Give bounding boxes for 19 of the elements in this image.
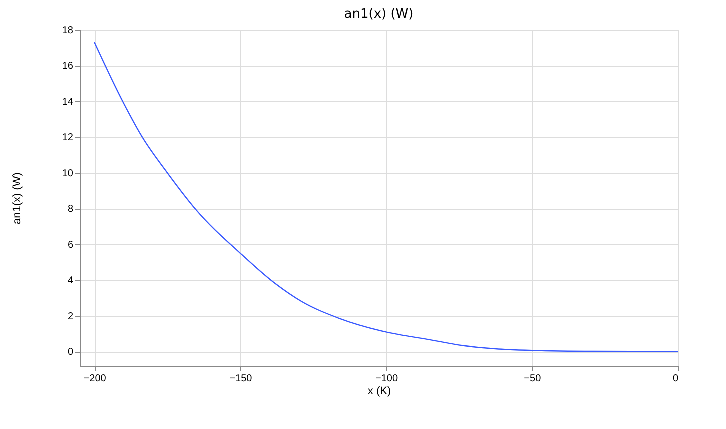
y-tick-label: 12 <box>62 132 74 144</box>
x-axis-title: x (K) <box>368 386 392 398</box>
x-tick-label: −200 <box>84 374 107 384</box>
y-tick-label: 18 <box>62 26 74 36</box>
x-tick-label: −100 <box>376 374 398 384</box>
x-tick-label: −50 <box>524 374 542 384</box>
y-tick-label: 2 <box>68 311 74 322</box>
y-tick-label: 8 <box>68 204 74 216</box>
chart-title: an1(x) (W) <box>344 7 414 22</box>
y-tick-label: 0 <box>68 347 74 358</box>
y-tick-label: 10 <box>62 168 74 180</box>
y-tick-label: 16 <box>62 61 74 72</box>
y-tick-label: 4 <box>68 276 74 287</box>
line-series <box>94 42 678 352</box>
y-axis-title: an1(x) (W) <box>11 172 24 224</box>
y-tick-label: 6 <box>68 240 74 251</box>
x-tick-label: 0 <box>672 374 679 384</box>
y-tick-label: 14 <box>62 96 74 108</box>
x-tick-label: −150 <box>230 374 253 384</box>
